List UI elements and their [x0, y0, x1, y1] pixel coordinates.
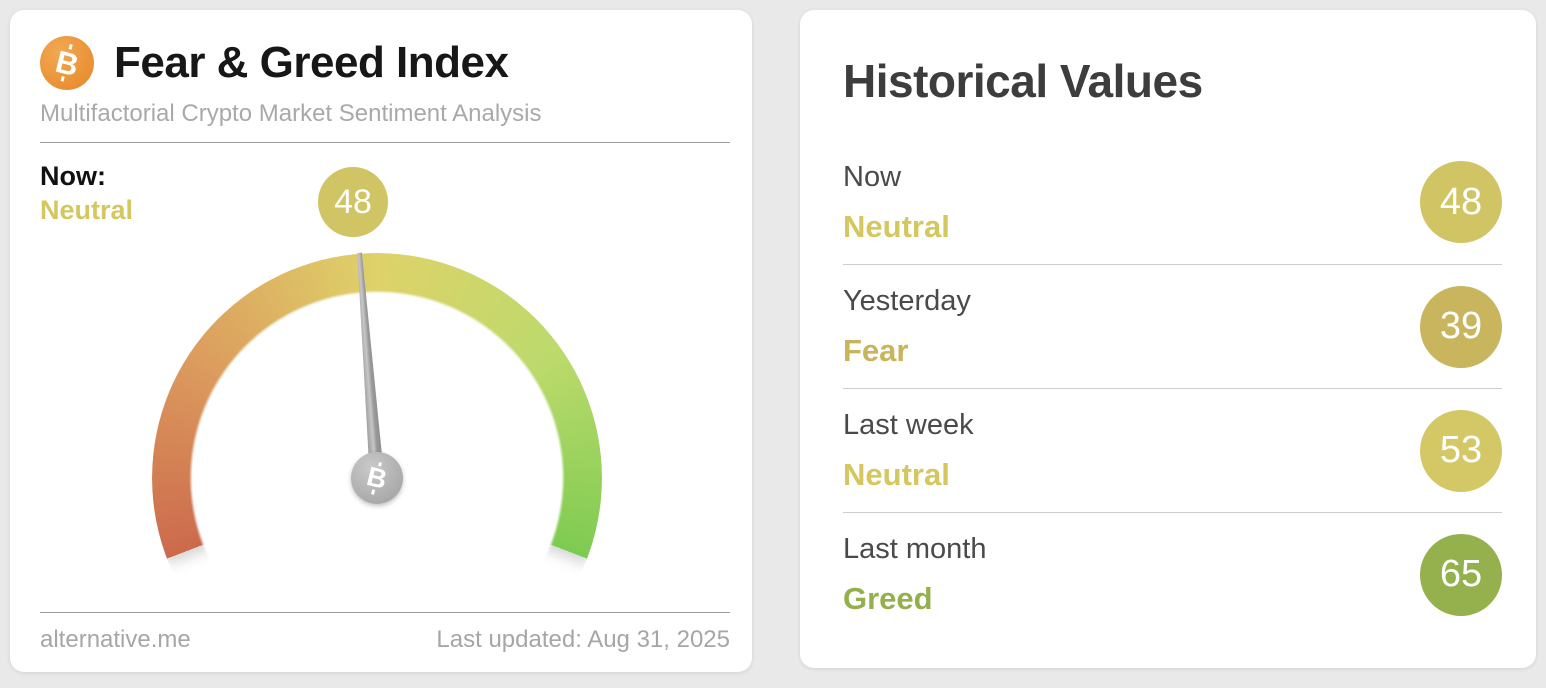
current-value-badge: 48 — [318, 167, 388, 237]
row-label: Yesterday — [843, 285, 971, 317]
historical-row-last-week: Last week Neutral 53 — [843, 388, 1502, 512]
row-value-badge: 53 — [1420, 409, 1502, 492]
row-value-badge: 39 — [1420, 285, 1502, 368]
row-classification: Fear — [843, 333, 909, 368]
row-classification: Neutral — [843, 457, 950, 492]
fear-greed-gauge: B — [152, 253, 602, 688]
current-reading: Now: Neutral — [40, 160, 133, 228]
row-value-badge: 48 — [1420, 161, 1502, 243]
card-title: Fear & Greed Index — [114, 38, 509, 87]
now-classification: Neutral — [40, 194, 134, 225]
gauge-hub: B — [351, 452, 403, 504]
row-label: Last week — [843, 409, 974, 441]
bitcoin-icon: B — [40, 36, 94, 90]
row-classification: Greed — [843, 581, 933, 616]
historical-rows: Now Neutral 48 Yesterday Fear 39 Last we… — [843, 140, 1502, 636]
divider — [40, 142, 730, 143]
row-label: Now — [843, 160, 902, 193]
historical-row-now: Now Neutral 48 — [843, 140, 1502, 264]
card-footer: alternative.me Last updated: Aug 31, 202… — [40, 626, 730, 654]
historical-title: Historical Values — [843, 55, 1203, 107]
row-classification: Neutral — [843, 208, 950, 244]
historical-row-last-month: Last month Greed 65 — [843, 512, 1502, 636]
historical-values-card: Historical Values Now Neutral 48 Yesterd… — [800, 10, 1536, 668]
card-subtitle: Multifactorial Crypto Market Sentiment A… — [40, 100, 542, 127]
fear-greed-card: B Fear & Greed Index Multifactorial Cryp… — [10, 10, 752, 688]
card-header: B Fear & Greed Index — [40, 36, 730, 90]
now-label: Now: — [40, 161, 106, 191]
last-updated-text: Last updated: Aug 31, 2025 — [436, 626, 730, 653]
row-value-badge: 65 — [1420, 533, 1502, 616]
bitcoin-glyph: B — [51, 43, 83, 83]
site-link[interactable]: alternative.me — [40, 626, 191, 653]
divider — [40, 612, 730, 613]
row-label: Last month — [843, 533, 987, 565]
bitcoin-glyph: B — [364, 460, 391, 495]
historical-row-yesterday: Yesterday Fear 39 — [843, 264, 1502, 388]
